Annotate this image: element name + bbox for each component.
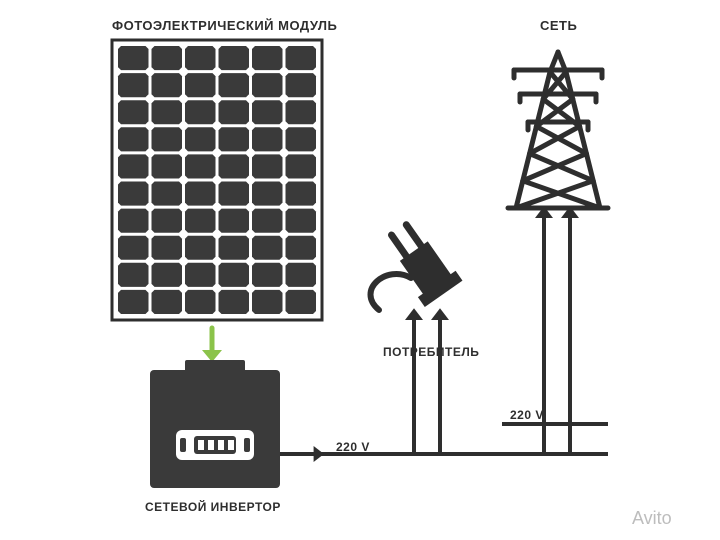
- arrow-down-green-icon: [202, 328, 222, 362]
- diagram-canvas: [0, 0, 720, 540]
- wiring-lines: [282, 206, 606, 462]
- solar-panel-icon: [112, 40, 322, 320]
- transmission-tower-icon: [508, 52, 608, 208]
- plug-icon: [371, 225, 463, 310]
- inverter-icon: [150, 360, 280, 488]
